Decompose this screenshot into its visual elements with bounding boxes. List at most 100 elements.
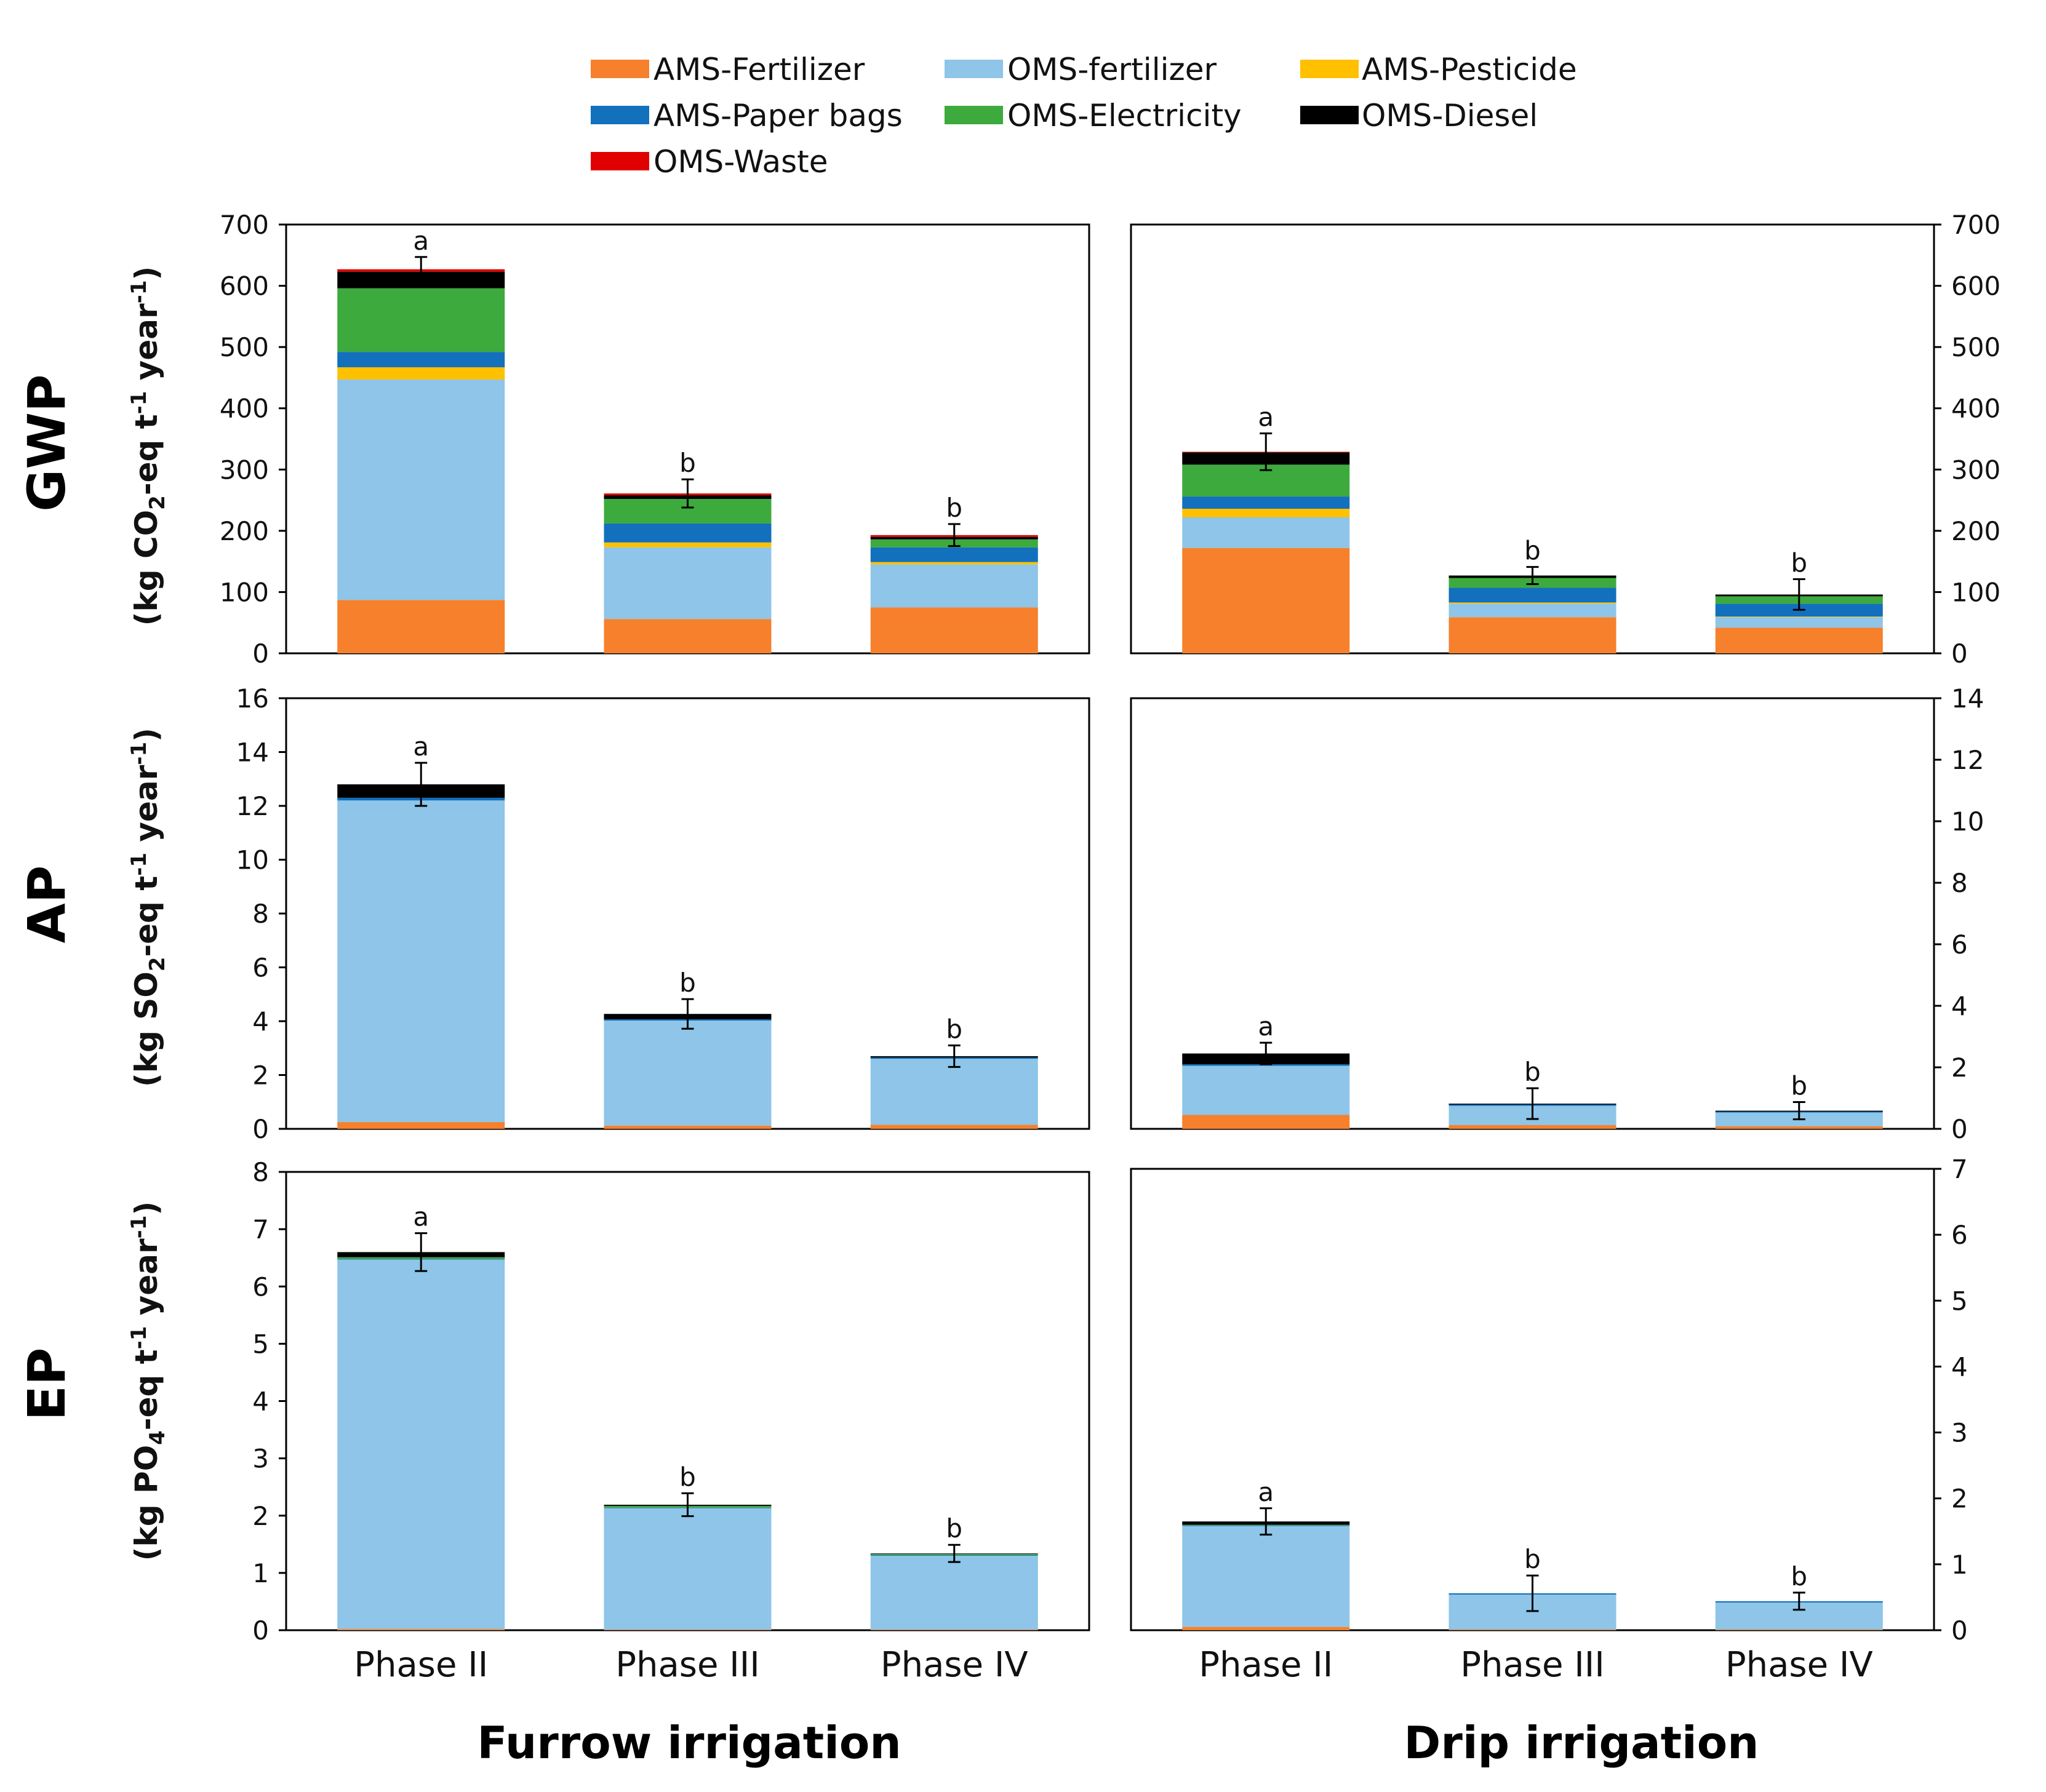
y-tick-label-ap-left: 0 bbox=[252, 1114, 269, 1144]
bar-segment-ams-paper-bags-gwp-right-phase-ii bbox=[1182, 496, 1350, 509]
bar-segment-ams-pesticide-gwp-left-phase-ii bbox=[337, 367, 505, 380]
bar-segment-ams-pesticide-gwp-right-phase-iii bbox=[1449, 602, 1616, 604]
legend-label-oms-waste: OMS-Waste bbox=[653, 144, 828, 180]
significance-label-ep-left-phase-ii: a bbox=[413, 1202, 429, 1232]
significance-label-ep-left-phase-iii: b bbox=[679, 1462, 696, 1492]
bar-segment-oms-fertilizer-ap-right-phase-ii bbox=[1182, 1065, 1350, 1115]
significance-label-ep-right-phase-iii: b bbox=[1524, 1544, 1541, 1574]
y-tick-label-ap-left: 6 bbox=[252, 953, 269, 983]
y-tick-label-gwp-right: 100 bbox=[1951, 577, 2000, 607]
bar-segment-oms-electricity-gwp-left-phase-ii bbox=[337, 288, 505, 352]
bar-segment-ams-pesticide-gwp-left-phase-iii bbox=[604, 542, 772, 548]
y-tick-label-gwp-right: 300 bbox=[1951, 455, 2000, 485]
bar-segment-oms-fertilizer-gwp-left-phase-iv bbox=[870, 564, 1038, 608]
bar-segment-ams-pesticide-gwp-right-phase-iv bbox=[1715, 616, 1883, 618]
y-tick-label-ep-left: 6 bbox=[252, 1272, 269, 1302]
panel-gwp-left: 0 100 200 300 400 500 600 700 a b b bbox=[220, 210, 1090, 669]
significance-label-gwp-right-phase-iii: b bbox=[1524, 536, 1541, 566]
bar-segment-oms-fertilizer-gwp-right-phase-iv bbox=[1715, 617, 1883, 628]
group-title-furrow: Furrow irrigation bbox=[477, 1717, 901, 1769]
bar-segment-ams-fertilizer-gwp-right-phase-iii bbox=[1449, 617, 1616, 653]
y-tick-label-ap-right: 4 bbox=[1951, 991, 1968, 1021]
x-tick-label-ep-right-phase-ii: Phase II bbox=[1199, 1645, 1333, 1685]
y-tick-label-gwp-right: 500 bbox=[1951, 332, 2000, 362]
x-tick-label-ep-right-phase-iv: Phase IV bbox=[1725, 1645, 1873, 1685]
y-tick-label-ap-left: 12 bbox=[236, 791, 269, 821]
bar-segment-ams-paper-bags-gwp-right-phase-iii bbox=[1449, 587, 1616, 603]
legend-item-oms-electricity: OMS-Electricity bbox=[945, 98, 1242, 133]
y-tick-label-ap-right: 0 bbox=[1951, 1114, 1968, 1144]
y-tick-label-ep-right: 4 bbox=[1951, 1352, 1968, 1382]
legend-label-ams-paper-bags: AMS-Paper bags bbox=[653, 98, 903, 133]
bar-segment-oms-fertilizer-gwp-left-phase-iii bbox=[604, 547, 772, 619]
y-tick-label-ep-right: 3 bbox=[1951, 1418, 1968, 1448]
panels: 0100200300400500600700abb010020030040050… bbox=[220, 210, 2000, 1685]
significance-label-gwp-left-phase-iv: b bbox=[946, 493, 962, 523]
legend-label-oms-diesel: OMS-Diesel bbox=[1362, 98, 1538, 133]
legend-item-ams-fertilizer: AMS-Fertilizer bbox=[591, 52, 865, 87]
y-tick-label-ap-right: 2 bbox=[1951, 1053, 1968, 1083]
bar-segment-oms-fertilizer-gwp-right-phase-iii bbox=[1449, 603, 1616, 618]
legend-label-ams-fertilizer: AMS-Fertilizer bbox=[653, 52, 865, 87]
x-tick-label-ep-left-phase-iv: Phase IV bbox=[881, 1645, 1028, 1685]
bar-segment-oms-fertilizer-ep-right-phase-ii bbox=[1182, 1526, 1350, 1627]
y-tick-label-ep-left: 8 bbox=[252, 1157, 269, 1187]
bar-segment-ams-fertilizer-gwp-left-phase-iv bbox=[870, 607, 1038, 653]
y-tick-label-ep-right: 1 bbox=[1951, 1550, 1968, 1580]
y-tick-label-ep-left: 1 bbox=[252, 1558, 269, 1588]
y-tick-label-ep-right: 0 bbox=[1951, 1615, 1968, 1646]
y-tick-label-gwp-left: 0 bbox=[252, 639, 269, 669]
bar-segment-oms-fertilizer-ap-left-phase-ii bbox=[337, 800, 505, 1123]
y-tick-label-ep-left: 7 bbox=[252, 1214, 269, 1244]
y-tick-label-gwp-right: 0 bbox=[1951, 639, 1968, 669]
bar-segment-ams-fertilizer-ap-right-phase-iv bbox=[1715, 1126, 1883, 1129]
y-tick-label-ep-left: 4 bbox=[252, 1387, 269, 1417]
bar-segment-ams-fertilizer-ep-right-phase-ii bbox=[1182, 1627, 1350, 1630]
row-title-gwp: GWP bbox=[17, 374, 77, 511]
legend-swatch-ams-fertilizer bbox=[591, 60, 649, 78]
bar-segment-oms-fertilizer-ep-left-phase-iv bbox=[870, 1555, 1038, 1630]
y-tick-label-ap-left: 8 bbox=[252, 899, 269, 929]
legend-item-ams-pesticide: AMS-Pesticide bbox=[1300, 52, 1577, 87]
y-tick-label-gwp-right: 400 bbox=[1951, 394, 2000, 424]
y-tick-label-gwp-right: 700 bbox=[1951, 210, 2000, 240]
significance-label-ap-right-phase-iii: b bbox=[1524, 1057, 1541, 1087]
significance-label-ep-right-phase-ii: a bbox=[1258, 1477, 1274, 1507]
legend-item-ams-paper-bags: AMS-Paper bags bbox=[591, 98, 903, 133]
legend-swatch-ams-pesticide bbox=[1300, 60, 1359, 78]
bar-segment-oms-fertilizer-ap-left-phase-iv bbox=[870, 1059, 1038, 1125]
significance-label-ep-left-phase-iv: b bbox=[946, 1513, 962, 1543]
significance-label-ap-right-phase-ii: a bbox=[1258, 1011, 1274, 1041]
y-tick-label-ep-right: 5 bbox=[1951, 1286, 1968, 1316]
bar-segment-ams-fertilizer-ap-left-phase-iv bbox=[870, 1125, 1038, 1129]
x-tick-label-ep-right-phase-iii: Phase III bbox=[1460, 1645, 1605, 1685]
significance-label-ap-left-phase-iii: b bbox=[679, 968, 696, 998]
y-tick-label-ep-left: 2 bbox=[252, 1501, 269, 1531]
legend-swatch-oms-waste bbox=[591, 152, 649, 170]
legend-swatch-ams-paper-bags bbox=[591, 106, 649, 124]
row-title-ep: EP bbox=[17, 1348, 77, 1421]
y-axis-title-ap: (kg SO2-eq t-1 year-1) bbox=[127, 728, 170, 1087]
bar-segment-ams-paper-bags-gwp-left-phase-iv bbox=[870, 547, 1038, 562]
bar-segment-ams-fertilizer-gwp-left-phase-ii bbox=[337, 600, 505, 653]
y-tick-label-ep-right: 6 bbox=[1951, 1220, 1968, 1250]
bar-segment-oms-fertilizer-gwp-left-phase-ii bbox=[337, 379, 505, 600]
legend-swatch-oms-diesel bbox=[1300, 106, 1359, 124]
row-title-ap: AP bbox=[17, 866, 77, 944]
panel-ap-right: 0 2 4 6 8 10 12 14 a b b bbox=[1130, 683, 1984, 1144]
panel-ep-right: 0 1 2 3 4 5 6 7 a Phase II b Phase III b Phase IV bbox=[1130, 1154, 1968, 1685]
bar-segment-oms-fertilizer-ep-left-phase-iii bbox=[604, 1508, 772, 1630]
significance-label-ep-right-phase-iv: b bbox=[1791, 1561, 1807, 1591]
panel-ap-left: 0 2 4 6 8 10 12 14 16 a b b bbox=[236, 683, 1090, 1144]
y-tick-label-gwp-left: 600 bbox=[220, 271, 269, 301]
y-tick-label-gwp-left: 700 bbox=[220, 210, 269, 240]
y-tick-label-ep-right: 7 bbox=[1951, 1154, 1968, 1184]
bar-segment-ams-pesticide-gwp-right-phase-ii bbox=[1182, 509, 1350, 517]
legend-item-oms-waste: OMS-Waste bbox=[591, 144, 828, 180]
bar-segment-ams-pesticide-gwp-left-phase-iv bbox=[870, 562, 1038, 565]
y-tick-label-ap-right: 6 bbox=[1951, 930, 1968, 960]
group-title-drip: Drip irrigation bbox=[1404, 1717, 1759, 1769]
y-tick-label-ap-left: 4 bbox=[252, 1006, 269, 1037]
y-tick-label-ap-left: 10 bbox=[236, 845, 269, 875]
